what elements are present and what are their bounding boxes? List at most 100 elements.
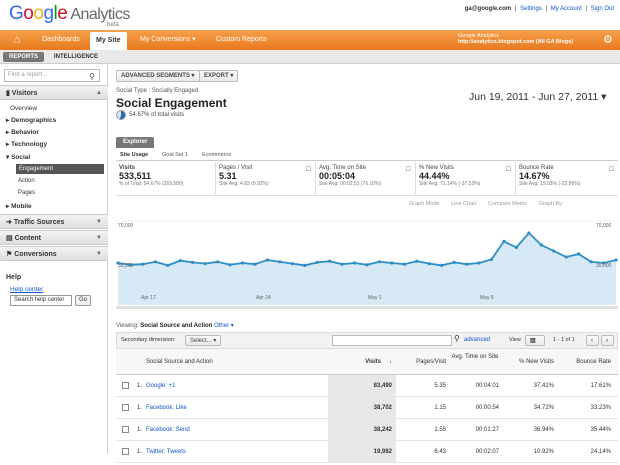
- chart-point[interactable]: [290, 262, 294, 266]
- row-checkbox[interactable]: [122, 448, 129, 455]
- sidebar-item-behavior[interactable]: ▸ Behavior: [6, 129, 39, 136]
- chart-point[interactable]: [278, 260, 282, 264]
- chart-point[interactable]: [402, 262, 406, 266]
- chart-point[interactable]: [178, 259, 182, 263]
- row-checkbox[interactable]: [122, 404, 129, 411]
- table-row[interactable]: 1. Facebook: Like 38,702 1.15 00:00:54 3…: [116, 397, 618, 419]
- row-source-link[interactable]: Google: +1: [146, 383, 176, 389]
- chart-point[interactable]: [489, 257, 494, 261]
- metric-bounce-rate[interactable]: Bounce Rate 14.67% Site Avg: 19.03% (-22…: [519, 165, 614, 187]
- table-row[interactable]: 1. Twitter: Tweets 19,982 6.43 00:02:07 …: [116, 441, 618, 463]
- col-source[interactable]: Social Source and Action: [146, 359, 213, 365]
- sidebar-item-pages[interactable]: Pages: [18, 190, 36, 196]
- sidebar-section-visitors[interactable]: ▮ Visitors ▲: [0, 85, 108, 100]
- chart-point[interactable]: [427, 262, 431, 266]
- checkbox-icon[interactable]: ☐: [405, 167, 411, 173]
- chart-point[interactable]: [502, 239, 506, 243]
- chart-point[interactable]: [141, 262, 145, 266]
- chart-point[interactable]: [303, 263, 307, 267]
- chart-point[interactable]: [253, 262, 257, 266]
- nav-dashboards[interactable]: Dashboards: [42, 36, 80, 43]
- nav-my-site[interactable]: My Site: [90, 32, 127, 50]
- settings-link[interactable]: Settings: [520, 6, 542, 12]
- chart-point[interactable]: [564, 255, 568, 259]
- table-search-input[interactable]: [332, 335, 452, 346]
- col-bounce-rate[interactable]: Bounce Rate: [576, 359, 611, 365]
- metric-avg-time[interactable]: Avg. Time on Site 00:05:04 Site Avg: 00:…: [316, 162, 416, 196]
- subtab-site-usage[interactable]: Site Usage: [120, 152, 149, 158]
- metric-new-visits[interactable]: % New Visits 44.44% Site Avg: 71.14% (-3…: [416, 162, 516, 196]
- sidebar-item-overview[interactable]: Overview: [10, 105, 38, 112]
- view-toggle-icon[interactable]: ▥: [525, 335, 545, 346]
- chart-point[interactable]: [228, 263, 232, 267]
- col-pages-visit[interactable]: Pages/Visit: [416, 359, 446, 365]
- chart-point[interactable]: [514, 245, 518, 249]
- advanced-link[interactable]: advanced: [464, 337, 491, 343]
- account-selector[interactable]: Google Analytics http://analytics.blogsp…: [458, 33, 573, 45]
- chart-point[interactable]: [377, 260, 382, 264]
- help-center-link[interactable]: Help center: [10, 286, 44, 293]
- home-icon[interactable]: ⌂: [13, 34, 21, 46]
- chart-point[interactable]: [452, 260, 456, 264]
- table-row[interactable]: 1. Facebook: Send 38,242 1.55 00:01:27 3…: [116, 419, 618, 441]
- sidebar-item-demographics[interactable]: ▸ Demographics: [6, 117, 57, 124]
- google-analytics-logo[interactable]: Google Analytics: [9, 3, 130, 24]
- chart-point[interactable]: [577, 252, 581, 256]
- row-checkbox[interactable]: [122, 382, 129, 389]
- tab-explorer[interactable]: Explorer: [116, 137, 155, 148]
- checkbox-icon[interactable]: ☐: [505, 167, 511, 173]
- subtab-goal-set-1[interactable]: Goal Set 1: [162, 152, 188, 158]
- gear-icon[interactable]: ⚙: [603, 34, 613, 46]
- chart-point[interactable]: [240, 261, 245, 265]
- chart-scroll-handle[interactable]: [116, 306, 618, 309]
- chart-point[interactable]: [352, 261, 357, 265]
- table-row[interactable]: 1. Google: +1 83,490 5.35 00:04:01 37.41…: [116, 375, 618, 397]
- chart-point[interactable]: [340, 262, 344, 266]
- sidebar-item-engagement[interactable]: Engagement: [16, 164, 104, 174]
- search-icon[interactable]: ⚲: [454, 334, 460, 343]
- col-avg-time[interactable]: Avg. Time on Site: [451, 354, 499, 360]
- chart-point[interactable]: [203, 262, 207, 266]
- chart-point[interactable]: [191, 260, 195, 264]
- prev-page-button[interactable]: ‹: [586, 335, 599, 346]
- sidebar-section-content[interactable]: ▤ Content ▼: [0, 230, 108, 245]
- chart-point[interactable]: [415, 259, 419, 263]
- sidebar-item-technology[interactable]: ▸ Technology: [6, 141, 48, 148]
- chart-point[interactable]: [390, 261, 394, 265]
- sidebar-section-conversions[interactable]: ⚑ Conversions ▼: [0, 246, 108, 261]
- graph-mode-option[interactable]: Graph Mode: [409, 201, 440, 207]
- chart-point[interactable]: [601, 261, 606, 265]
- chart-point[interactable]: [440, 263, 444, 267]
- sign-out-link[interactable]: Sign Out: [590, 6, 614, 12]
- chart-point[interactable]: [166, 263, 170, 267]
- sidebar-section-traffic-sources[interactable]: ➜ Traffic Sources ▼: [0, 214, 108, 229]
- line-chart-option[interactable]: Line Chart: [451, 201, 477, 207]
- row-checkbox[interactable]: [122, 426, 129, 433]
- chart-point[interactable]: [128, 263, 133, 267]
- chart-point[interactable]: [153, 260, 157, 264]
- other-dimension-link[interactable]: Other ▾: [214, 323, 234, 329]
- chart-point[interactable]: [527, 231, 531, 235]
- chart-point[interactable]: [216, 260, 220, 264]
- chart-point[interactable]: [477, 261, 481, 265]
- chart-point[interactable]: [552, 249, 556, 253]
- graph-by-option[interactable]: Graph By:: [538, 201, 564, 207]
- chart-point[interactable]: [614, 258, 618, 262]
- chart-point[interactable]: [116, 261, 120, 265]
- advanced-segments-button[interactable]: ADVANCED SEGMENTS ▾: [116, 70, 200, 82]
- secondary-dimension-select[interactable]: Select... ▾: [185, 335, 222, 346]
- primary-dimension[interactable]: Social Source and Action: [140, 323, 213, 329]
- chart-point[interactable]: [465, 262, 469, 266]
- export-button[interactable]: EXPORT ▾: [199, 70, 239, 82]
- row-source-link[interactable]: Facebook: Send: [146, 427, 190, 433]
- subtab-ecommerce[interactable]: Ecommerce: [202, 152, 232, 158]
- date-range-selector[interactable]: Jun 19, 2011 - Jun 27, 2011 ▾: [469, 91, 607, 103]
- sidebar-item-action[interactable]: Action: [18, 178, 35, 184]
- sidebar-item-mobile[interactable]: ▸ Mobile: [6, 203, 32, 210]
- col-visits[interactable]: Visits ↓: [365, 359, 392, 365]
- tab-intelligence[interactable]: INTELLIGENCE: [54, 54, 99, 60]
- compare-metric-option[interactable]: Compare Metric: [488, 201, 528, 207]
- metric-visits[interactable]: Visits 533,511 % of Total: 54.67% (269,5…: [116, 162, 216, 196]
- nav-custom-reports[interactable]: Custom Reports: [216, 36, 267, 43]
- metric-pages-visit[interactable]: Pages / Visit 5.31 Site Avg: 4.83 (9.92%…: [216, 162, 316, 196]
